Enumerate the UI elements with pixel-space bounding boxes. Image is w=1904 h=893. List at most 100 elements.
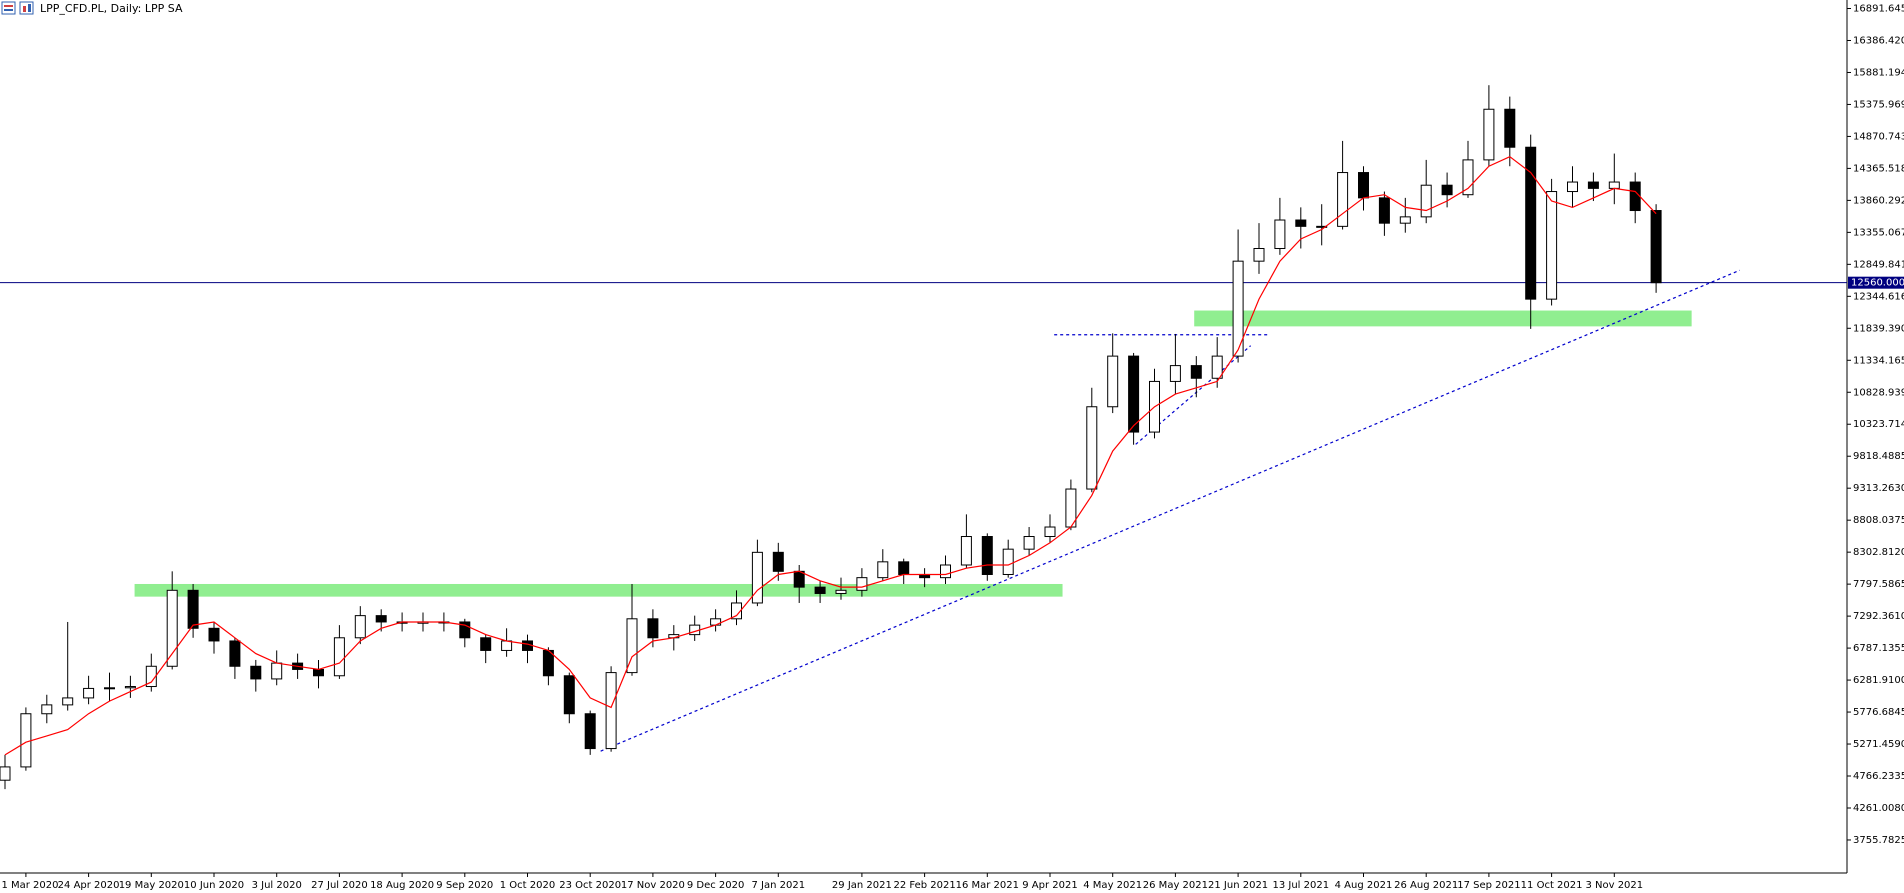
candle-body [41, 704, 53, 715]
candle-body [354, 615, 366, 639]
x-tick-label: 7 Jan 2021 [752, 880, 806, 891]
candle-body [856, 577, 868, 591]
candle-body [1274, 219, 1286, 250]
price-label: 12560.0000 [1851, 278, 1904, 289]
price-label-box [1848, 276, 1904, 289]
candle-body [1337, 172, 1349, 227]
icon [28, 4, 31, 12]
candle-body [1462, 159, 1474, 196]
icon [19, 1, 34, 15]
candle-body [1483, 108, 1495, 161]
candle-body [940, 564, 951, 579]
icon [1, 1, 16, 15]
candle-body [1525, 146, 1537, 300]
candle-body [1546, 191, 1558, 300]
candle-body [166, 589, 178, 667]
candle-body [1316, 225, 1328, 228]
x-tick-label: 29 Jan 2021 [832, 880, 892, 891]
candle-body [250, 665, 262, 680]
support-zone [1194, 310, 1692, 327]
chart-title: LPP_CFD.PL, Daily: LPP SA [40, 2, 183, 15]
candle-body [208, 627, 220, 642]
x-tick-label: 21 Jun 2021 [1208, 880, 1268, 891]
candle-body [229, 640, 241, 667]
x-tick-label: 3 Jul 2020 [252, 880, 302, 891]
candle-body [981, 536, 993, 575]
candle-body [793, 570, 805, 588]
x-tick-label: 1 Oct 2020 [500, 880, 555, 891]
x-tick-label: 24 Apr 2020 [58, 880, 120, 891]
y-tick-label: 9818.4885 [1853, 451, 1904, 462]
icon [4, 5, 13, 7]
y-tick-label: 13355.067 [1853, 227, 1904, 238]
candle-body [584, 713, 596, 750]
candle-body [124, 686, 136, 689]
x-tick-label: 23 Oct 2020 [559, 880, 621, 891]
y-tick-label: 8302.8120 [1853, 547, 1904, 558]
x-tick-label: 26 May 2021 [1143, 880, 1208, 891]
candle-body [20, 713, 32, 768]
support-zone [134, 583, 1063, 597]
y-tick-label: 12849.8415 [1853, 259, 1904, 270]
candle-body [313, 668, 324, 677]
candle-body [62, 697, 74, 706]
x-tick-label: 22 Feb 2021 [893, 880, 955, 891]
candle-body [501, 640, 513, 651]
candle-body [1441, 184, 1453, 196]
y-tick-label: 13860.2925 [1853, 195, 1904, 206]
y-tick-label: 14365.5180 [1853, 163, 1904, 174]
y-tick-label: 6787.1355 [1853, 643, 1904, 654]
x-tick-label: 16 Mar 2021 [956, 880, 1019, 891]
candle-body [877, 561, 889, 579]
candle-body [83, 687, 95, 699]
y-tick-label: 4766.2335 [1853, 771, 1904, 782]
x-tick-label: 4 May 2021 [1083, 880, 1142, 891]
candle-body [605, 672, 617, 750]
candle-body [1629, 181, 1641, 212]
y-tick-label: 15881.1945 [1853, 67, 1904, 78]
y-tick-label: 10828.9395 [1853, 387, 1904, 398]
y-tick-label: 12344.6160 [1853, 291, 1904, 302]
candle-body [1650, 210, 1662, 284]
candle-body [1567, 181, 1578, 193]
candle-body [1044, 526, 1056, 538]
candle-body [1023, 536, 1035, 550]
candle-body [772, 551, 784, 572]
candle-body [1295, 219, 1307, 227]
candle-body [0, 766, 11, 781]
x-tick-label: 27 Jul 2020 [311, 880, 368, 891]
candle-body [1232, 260, 1244, 357]
candle-body [960, 536, 972, 566]
y-tick-label: 5271.4590 [1853, 739, 1904, 750]
candle-body [333, 637, 345, 677]
y-tick-label: 16891.6455 [1853, 4, 1904, 15]
y-tick-label: 7797.5865 [1853, 579, 1904, 590]
x-tick-label: 1 Mar 2020 [1, 880, 58, 891]
y-tick-label: 14870.7435 [1853, 131, 1904, 142]
candle-body [1587, 181, 1599, 189]
candle-body [1504, 108, 1516, 148]
candle-body [1169, 365, 1181, 382]
y-tick-label: 15375.969 [1853, 99, 1904, 110]
candle-body [1086, 406, 1098, 490]
candle-body [271, 662, 283, 680]
candle-body [563, 675, 575, 715]
candle-body [898, 561, 910, 575]
candle-body [814, 586, 826, 594]
title-icons [1, 1, 34, 15]
candle-body [1107, 355, 1119, 408]
icon [4, 9, 13, 11]
y-tick-label: 11839.3905 [1853, 323, 1904, 334]
y-tick-label: 4261.0080 [1853, 803, 1904, 814]
candle-body [1190, 365, 1202, 379]
y-tick-label: 10323.7140 [1853, 419, 1904, 430]
x-tick-label: 19 May 2020 [119, 880, 184, 891]
trendline [600, 269, 1740, 752]
candle-body [751, 551, 763, 604]
candle-body [1128, 355, 1140, 433]
candle-body [145, 665, 157, 688]
x-tick-label: 18 Aug 2020 [370, 880, 434, 891]
icon [23, 6, 26, 12]
x-tick-label: 26 Aug 2021 [1394, 880, 1458, 891]
